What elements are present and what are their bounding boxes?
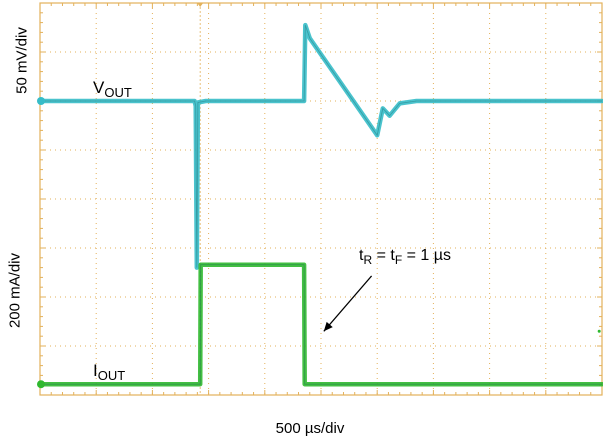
iout-scale-label: 200 mA/div xyxy=(6,252,24,329)
annotation-text: tR = tF = 1 µs xyxy=(359,247,451,267)
time-scale-label: 500 µs/div xyxy=(275,420,345,437)
trigger-position-icon xyxy=(197,3,204,7)
channel-marker-vout xyxy=(37,97,45,105)
annotation-arrow xyxy=(323,275,373,332)
graticule xyxy=(39,2,603,396)
vout-scale-label: 50 mV/div xyxy=(13,27,31,94)
trace-core-iout xyxy=(40,264,602,385)
channel-marker-iout xyxy=(37,380,45,389)
annotation-arrowhead xyxy=(323,321,333,332)
trace-core-vout xyxy=(40,24,602,268)
channel-label-vout: VOUT xyxy=(93,78,132,100)
trace-iout xyxy=(37,262,603,387)
annotation-layer: tR = tF = 1 µs xyxy=(323,247,451,332)
trace-layer: VOUT IOUT xyxy=(37,22,603,389)
channel-label-iout: IOUT xyxy=(93,361,125,383)
edge-dot xyxy=(597,329,601,333)
trace-vout xyxy=(37,22,603,270)
